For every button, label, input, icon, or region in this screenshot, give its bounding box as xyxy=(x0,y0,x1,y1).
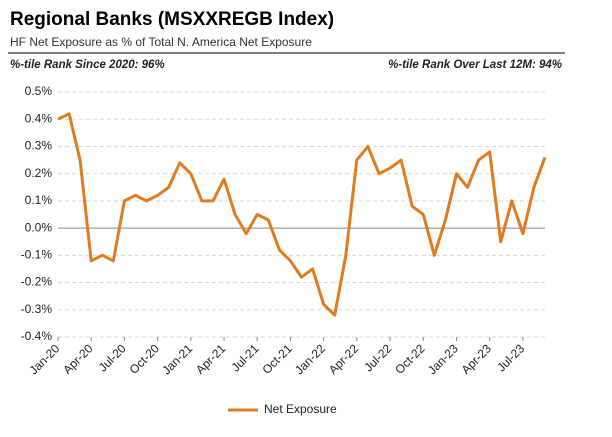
x-tick-label: Apr-23 xyxy=(459,341,495,377)
legend-label: Net Exposure xyxy=(264,402,337,416)
y-tick-label: 0.1% xyxy=(25,193,53,207)
x-tick-label: Jan-20 xyxy=(27,341,63,377)
y-tick-label: 0.2% xyxy=(25,166,53,180)
x-tick-label: Apr-22 xyxy=(326,341,362,377)
y-tick-label: -0.3% xyxy=(21,302,53,316)
x-tick-label: Oct-20 xyxy=(127,341,163,377)
y-tick-label: 0.3% xyxy=(25,139,53,153)
chart-subtitle: HF Net Exposure as % of Total N. America… xyxy=(10,35,312,49)
data-line xyxy=(57,112,547,317)
y-tick-label: -0.4% xyxy=(21,329,53,343)
x-tick-label: Jan-22 xyxy=(292,341,328,377)
y-tick-label: -0.1% xyxy=(21,248,53,262)
x-tick-label: Jul-23 xyxy=(494,341,527,374)
y-tick-label: 0.0% xyxy=(25,220,53,234)
annotation: %-tile Rank Over Last 12M: 94% xyxy=(388,59,562,71)
x-tick-label: Oct-21 xyxy=(259,341,295,377)
annotation: %-tile Rank Since 2020: 96% xyxy=(10,59,165,71)
x-tick-label: Jul-22 xyxy=(361,341,394,374)
x-tick-label: Jan-23 xyxy=(425,341,461,377)
y-tick-label: 0.5% xyxy=(25,84,53,98)
y-tick-label: -0.2% xyxy=(21,275,53,289)
chart-title: Regional Banks (MSXXREGB Index) xyxy=(10,9,334,30)
x-tick-label: Apr-20 xyxy=(60,341,96,377)
x-tick-label: Jul-21 xyxy=(229,341,262,374)
x-tick-label: Apr-21 xyxy=(193,341,229,377)
y-tick-label: 0.4% xyxy=(25,111,53,125)
x-tick-label: Jul-20 xyxy=(96,341,129,374)
x-tick-label: Jan-21 xyxy=(159,341,195,377)
x-tick-label: Oct-22 xyxy=(392,341,428,377)
